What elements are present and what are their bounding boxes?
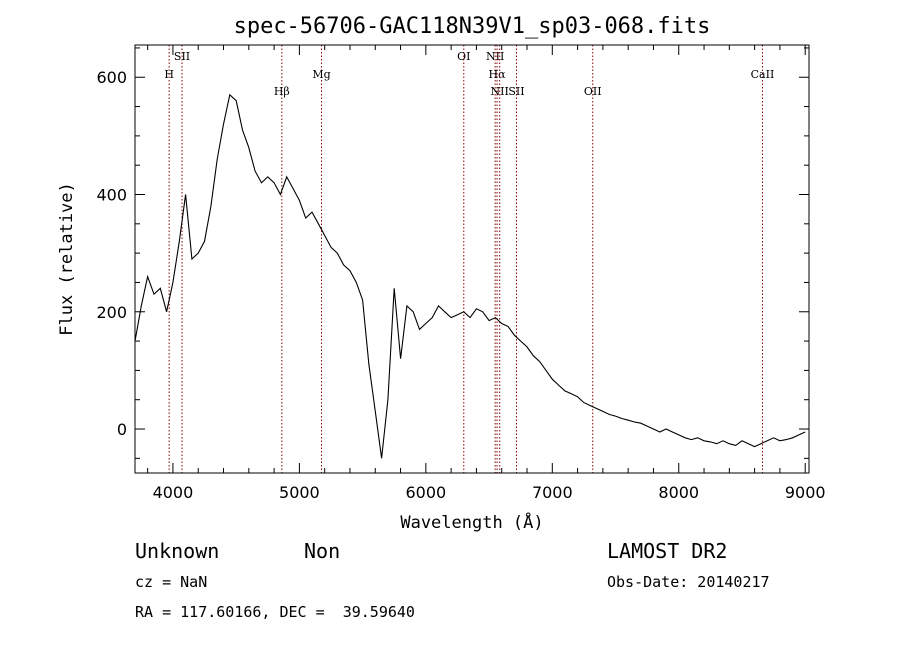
spectral-line-label: Mg — [312, 68, 330, 81]
x-axis-ticks: 4000 5000 6000 7000 8000 9000 — [147, 45, 826, 502]
survey-label: LAMOST DR2 — [607, 539, 728, 563]
spectral-line-label: Hα — [489, 68, 507, 81]
class-label: Unknown — [135, 539, 220, 563]
spectral-line-label: OII — [584, 85, 602, 98]
spectral-line-label: SII — [174, 50, 190, 63]
x-tick-label: 9000 — [785, 483, 826, 502]
y-tick-label: 400 — [96, 186, 127, 205]
y-axis-ticks: 0 200 400 600 — [96, 47, 809, 459]
x-tick-label: 8000 — [658, 483, 699, 502]
x-tick-label: 6000 — [405, 483, 446, 502]
subclass-label: Non — [304, 539, 341, 563]
spectral-line-label: NII — [491, 85, 509, 98]
spectral-line-label: Hβ — [274, 85, 290, 98]
obs-date: Obs-Date: 20140217 — [607, 573, 770, 591]
spectral-line-label: SII — [508, 85, 524, 98]
y-tick-label: 200 — [96, 303, 127, 322]
spectral-line-label: H — [164, 68, 174, 81]
chart-title: spec-56706-GAC118N39V1_sp03-068.fits — [234, 14, 711, 39]
x-tick-label: 4000 — [153, 483, 194, 502]
x-axis-label: Wavelength (Å) — [400, 511, 543, 533]
x-tick-label: 5000 — [279, 483, 320, 502]
spectral-line-label: CaII — [751, 68, 775, 81]
cz-value: cz = NaN — [135, 573, 208, 591]
y-axis-label: Flux (relative) — [57, 182, 77, 336]
y-tick-label: 600 — [96, 68, 127, 87]
y-tick-label: 0 — [117, 420, 127, 439]
spectral-line-label: NII — [486, 50, 504, 63]
spectral-line-label: OI — [457, 50, 470, 63]
spectrum-line — [134, 93, 806, 459]
x-tick-label: 7000 — [532, 483, 573, 502]
plot-frame — [134, 44, 810, 474]
coordinates: RA = 117.60166, DEC = 39.59640 — [135, 603, 415, 621]
